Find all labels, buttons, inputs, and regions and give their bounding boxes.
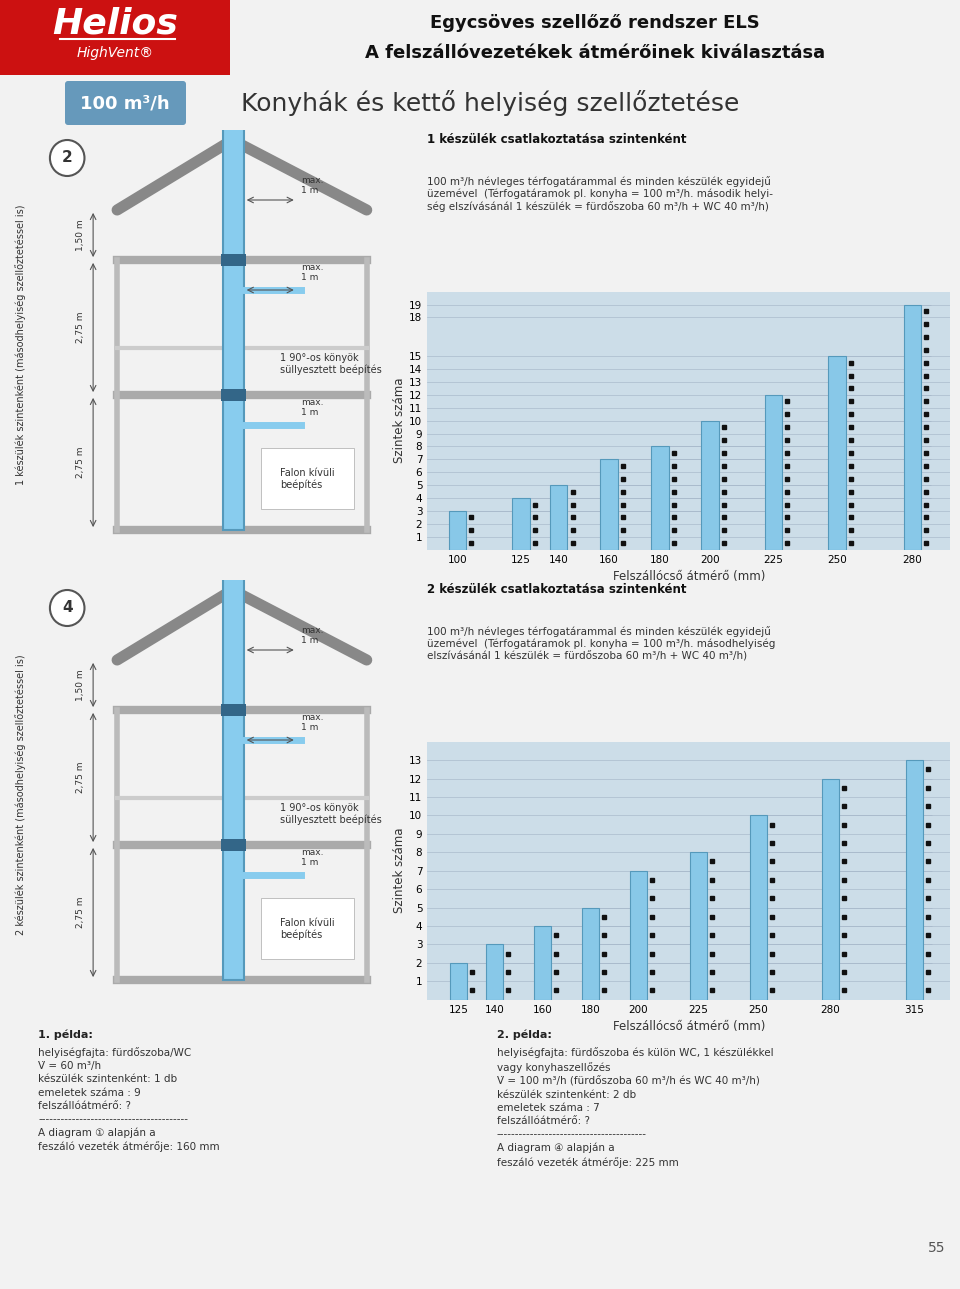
Bar xyxy=(651,446,668,549)
Bar xyxy=(223,550,244,980)
Bar xyxy=(450,963,467,1000)
Text: 1 90°-os könyök
süllyesztett beépítés: 1 90°-os könyök süllyesztett beépítés xyxy=(280,803,382,825)
Text: 2,75 m: 2,75 m xyxy=(77,762,85,793)
Text: 100 m³/h névleges térfogatárammal és minden készülék egyidejű
üzemével  (Térfoga: 100 m³/h névleges térfogatárammal és min… xyxy=(427,625,776,661)
Text: 2: 2 xyxy=(61,151,73,165)
Text: 55: 55 xyxy=(927,1241,946,1255)
Text: 1 90°-os könyök
süllyesztett beépítés: 1 90°-os könyök süllyesztett beépítés xyxy=(280,353,382,375)
Bar xyxy=(448,510,467,549)
Bar xyxy=(223,101,244,530)
Text: 1 készülék csatlakoztatása szintenként: 1 készülék csatlakoztatása szintenként xyxy=(427,133,686,146)
Text: helyiségfajta: fürdőszoba/WC
V̇ = 60 m³/h
készülék szintenként: 1 db
emeletek sz: helyiségfajta: fürdőszoba/WC V̇ = 60 m³/… xyxy=(38,1047,220,1152)
Text: 2,75 m: 2,75 m xyxy=(77,447,85,478)
Text: 100 m³/h: 100 m³/h xyxy=(81,94,170,112)
Bar xyxy=(218,540,249,559)
FancyBboxPatch shape xyxy=(65,81,186,125)
Text: 4: 4 xyxy=(61,601,73,616)
Text: 1,50 m: 1,50 m xyxy=(77,219,85,251)
Bar xyxy=(512,498,530,549)
Text: Falon kívüli
beépítés: Falon kívüli beépítés xyxy=(280,918,335,940)
Text: Konyhák és kettő helyiség szellőztetése: Konyhák és kettő helyiség szellőztetése xyxy=(241,90,739,116)
Bar xyxy=(906,761,923,1000)
Text: 2 készülék szintenként (másodhelyiség szellőztetéssel is): 2 készülék szintenként (másodhelyiség sz… xyxy=(14,655,26,936)
Text: max.
1 m: max. 1 m xyxy=(301,848,324,867)
Bar xyxy=(221,254,246,266)
Bar xyxy=(534,926,551,1000)
Text: max.
1 m: max. 1 m xyxy=(301,175,324,195)
Text: max.
1 m: max. 1 m xyxy=(301,713,324,732)
Bar xyxy=(764,394,782,549)
Text: 2,75 m: 2,75 m xyxy=(77,897,85,928)
Bar xyxy=(600,459,618,549)
Circle shape xyxy=(50,590,84,626)
Text: max.
1 m: max. 1 m xyxy=(301,625,324,644)
Text: 2. példa:: 2. példa: xyxy=(497,1030,552,1040)
Bar xyxy=(550,485,567,549)
Bar xyxy=(0,0,230,75)
Text: max.
1 m: max. 1 m xyxy=(301,263,324,282)
Bar xyxy=(828,356,846,549)
Bar xyxy=(630,870,647,1000)
Text: 2,75 m: 2,75 m xyxy=(77,312,85,343)
Bar xyxy=(221,704,246,715)
Bar xyxy=(822,779,839,1000)
Text: 1,50 m: 1,50 m xyxy=(77,669,85,701)
Text: HighVent®: HighVent® xyxy=(77,46,154,61)
Bar xyxy=(221,389,246,401)
Text: Helios: Helios xyxy=(52,6,178,40)
Text: 100 m³/h névleges térfogatárammal és minden készülék egyidejű
üzemével  (Térfoga: 100 m³/h névleges térfogatárammal és min… xyxy=(427,175,773,211)
Bar xyxy=(221,839,246,851)
Bar xyxy=(750,816,767,1000)
Text: 1. példa:: 1. példa: xyxy=(38,1030,93,1040)
Y-axis label: Szintek száma: Szintek száma xyxy=(394,378,406,464)
Bar xyxy=(702,420,719,549)
Y-axis label: Szintek száma: Szintek száma xyxy=(394,828,406,914)
Text: helyiségfajta: fürdőszoba és külön WC, 1 készülékkel
vagy konyhaszellőzés
V̇ = 1: helyiségfajta: fürdőszoba és külön WC, 1… xyxy=(497,1047,774,1168)
X-axis label: Felszállócső átmérő (mm): Felszállócső átmérő (mm) xyxy=(612,570,765,583)
Bar xyxy=(486,945,503,1000)
Text: Egycsöves szellőző rendszer ELS: Egycsöves szellőző rendszer ELS xyxy=(430,14,760,32)
X-axis label: Felszállócső átmérő (mm): Felszállócső átmérő (mm) xyxy=(612,1020,765,1032)
Text: 1 készülék szintenként (másodhelyiség szellőztetéssel is): 1 készülék szintenként (másodhelyiség sz… xyxy=(14,205,26,485)
Bar xyxy=(582,907,599,1000)
Circle shape xyxy=(50,141,84,177)
Text: Falon kívüli
beépítés: Falon kívüli beépítés xyxy=(280,468,335,490)
Bar xyxy=(690,852,707,1000)
Text: A felszállóvezetékek átmérőinek kiválasztása: A felszállóvezetékek átmérőinek kiválasz… xyxy=(365,44,825,62)
Bar xyxy=(218,90,249,110)
Text: 2 készülék csatlakoztatása szintenként: 2 készülék csatlakoztatása szintenként xyxy=(427,583,686,597)
Bar xyxy=(903,304,922,549)
Text: max.
1 m: max. 1 m xyxy=(301,397,324,418)
